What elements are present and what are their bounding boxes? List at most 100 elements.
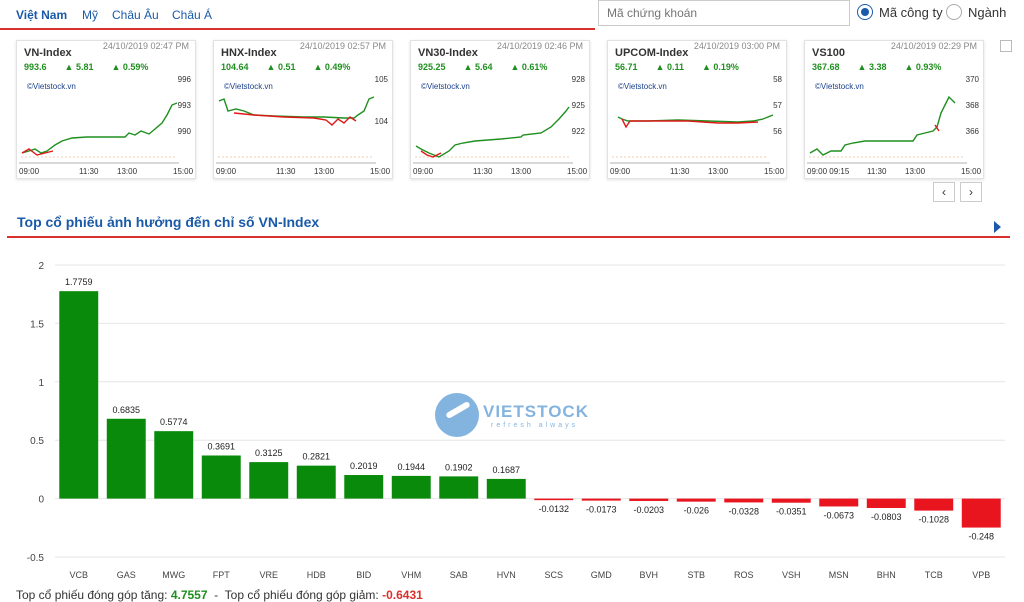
summary-footer: Top cổ phiếu đóng góp tăng: 4.7557 - Top… — [16, 588, 423, 602]
source-label: ©Vietstock.vn — [815, 82, 864, 91]
play-arrow-icon[interactable] — [994, 221, 1001, 233]
x-tick-label: 09:00 — [413, 167, 434, 176]
x-tick-label: 13:00 — [511, 167, 532, 176]
bar-value-label: -0.1028 — [918, 515, 949, 525]
bar-fpt — [201, 455, 241, 499]
bar-vpb — [961, 498, 1001, 528]
radio-company-button[interactable] — [857, 4, 873, 20]
y-tick-label: 996 — [177, 75, 191, 84]
index-name: HNX-Index — [221, 47, 277, 59]
bar-value-label: 0.1687 — [492, 465, 520, 475]
bar-value-label: -0.0328 — [728, 506, 759, 516]
radio-company-option[interactable]: Mã công ty — [857, 4, 943, 20]
y-tick-label: 993 — [177, 101, 191, 110]
bar-value-label: 1.7759 — [65, 277, 93, 287]
index-price: 56.71 — [615, 62, 638, 72]
y-tick-label: 925 — [571, 101, 585, 110]
bar-value-label: -0.026 — [683, 506, 709, 516]
prev-page-button[interactable]: ‹ — [933, 182, 955, 202]
y-tick-label: 56 — [773, 127, 782, 136]
bar-value-label: -0.0673 — [823, 510, 854, 520]
index-card-hnx-index[interactable]: HNX-Index 24/10/2019 02:57 PM 104.64 ▲ 0.51… — [213, 40, 393, 179]
index-mini-chart — [807, 95, 967, 164]
bar-vcb — [59, 291, 99, 499]
tab-chau-au[interactable]: Châu Âu — [112, 8, 159, 22]
bar-value-label: -0.248 — [968, 532, 994, 542]
source-label: ©Vietstock.vn — [618, 82, 667, 91]
y-tick-label: 0.5 — [30, 436, 44, 447]
tab-chau-a[interactable]: Châu Á — [172, 8, 213, 22]
index-mini-chart — [216, 96, 376, 164]
index-change: ▲ 5.64 — [463, 62, 493, 72]
x-tick-label: 09:00 — [19, 167, 40, 176]
index-price: 925.25 — [418, 62, 446, 72]
bar-value-label: 0.1902 — [445, 462, 473, 472]
radio-industry-button[interactable] — [946, 4, 962, 20]
index-card-vn30-index[interactable]: VN30-Index 24/10/2019 02:46 PM 925.25 ▲ 5.6… — [410, 40, 590, 179]
down-price-line — [233, 112, 357, 126]
next-page-button[interactable]: › — [960, 182, 982, 202]
x-tick-label: SCS — [544, 570, 563, 580]
radio-industry-option[interactable]: Ngành — [946, 4, 1006, 20]
x-tick-label: 13:00 — [708, 167, 729, 176]
top-navigation: Việt Nam Mỹ Châu Âu Châu Á — [0, 0, 1010, 30]
x-tick-label: GAS — [117, 570, 136, 580]
bar-value-label: 0.5774 — [160, 417, 188, 427]
x-tick-label: 11:30 — [670, 167, 690, 176]
index-values: 104.64 ▲ 0.51 ▲ 0.49% — [221, 62, 368, 72]
x-tick-label: VHM — [401, 570, 421, 580]
down-price-line — [21, 148, 54, 156]
index-pct: ▲ 0.19% — [701, 62, 739, 72]
radio-company-label: Mã công ty — [879, 4, 943, 20]
index-card-upcom-index[interactable]: UPCOM-Index 24/10/2019 03:00 PM 56.71 ▲ 0.1… — [607, 40, 787, 179]
section-underline — [7, 236, 1010, 238]
index-card-vs100[interactable]: VS100 24/10/2019 02:29 PM 367.68 ▲ 3.38 ▲ 0.… — [804, 40, 984, 179]
index-card-vn-index[interactable]: VN-Index 24/10/2019 02:47 PM 993.6 ▲ 5.81 ▲ … — [16, 40, 196, 179]
x-tick-label: 15:00 — [567, 167, 588, 176]
index-name: VN30-Index — [418, 47, 478, 59]
tab-viet-nam[interactable]: Việt Nam — [16, 8, 68, 22]
x-tick-label: STB — [687, 570, 705, 580]
index-mini-chart — [413, 106, 573, 164]
tab-my[interactable]: Mỹ — [82, 8, 98, 22]
index-timestamp: 24/10/2019 02:29 PM — [890, 41, 977, 51]
section-title: Top cổ phiếu ảnh hưởng đến chỉ số VN-Ind… — [17, 214, 320, 230]
bar-bvh — [629, 498, 669, 501]
x-tick-label: 11:30 — [276, 167, 296, 176]
bar-vsh — [771, 498, 811, 503]
index-values: 993.6 ▲ 5.81 ▲ 0.59% — [24, 62, 166, 72]
stock-search-input[interactable] — [598, 0, 850, 26]
bar-value-label: 0.2019 — [350, 461, 378, 471]
bar-value-label: 0.2821 — [302, 452, 330, 462]
y-tick-label: 922 — [571, 127, 585, 136]
checkbox-icon[interactable] — [1000, 40, 1012, 52]
x-tick-label: HDB — [307, 570, 326, 580]
x-tick-label: 15:00 — [370, 167, 391, 176]
y-tick-label: 1.5 — [30, 319, 44, 330]
x-tick-label: HVN — [497, 570, 516, 580]
watermark-brand: VIETSTOCK — [483, 401, 589, 421]
negative-total-label: Top cổ phiếu đóng góp giảm: — [224, 588, 379, 602]
down-price-line — [621, 118, 759, 129]
x-tick-label: BVH — [639, 570, 658, 580]
x-tick-label: 13:00 — [117, 167, 138, 176]
x-tick-label: 11:30 — [79, 167, 99, 176]
y-tick-label: -0.5 — [27, 553, 45, 564]
bar-value-label: 0.1944 — [397, 462, 425, 472]
x-tick-label: ROS — [734, 570, 754, 580]
x-tick-label: VRE — [259, 570, 278, 580]
bar-sab — [439, 476, 479, 499]
bar-gas — [106, 418, 146, 499]
index-values: 367.68 ▲ 3.38 ▲ 0.93% — [812, 62, 959, 72]
x-tick-label: VCB — [69, 570, 88, 580]
source-label: ©Vietstock.vn — [421, 82, 470, 91]
index-price: 993.6 — [24, 62, 47, 72]
x-tick-label: 11:30 — [473, 167, 493, 176]
nav-underline — [0, 28, 595, 30]
x-tick-label: 09:00 — [216, 167, 237, 176]
x-tick-label: 15:00 — [173, 167, 194, 176]
source-label: ©Vietstock.vn — [27, 82, 76, 91]
bar-value-label: 0.3691 — [207, 441, 235, 451]
bar-hvn — [486, 478, 526, 499]
index-name: VS100 — [812, 47, 846, 59]
